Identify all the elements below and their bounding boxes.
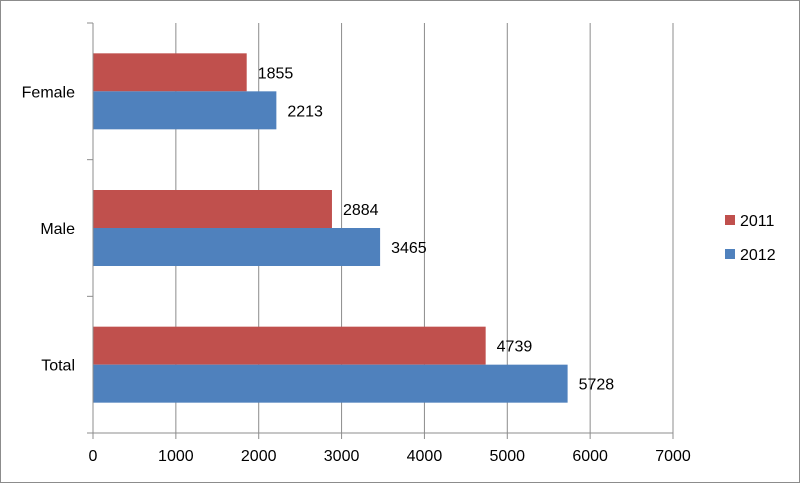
category-label-total: Total (41, 358, 75, 375)
x-tick-label-1000: 1000 (158, 448, 194, 465)
legend-swatch-2012 (725, 249, 735, 259)
category-label-male: Male (40, 221, 75, 238)
legend: 2011 2012 (725, 213, 776, 264)
data-label-female-2012: 2213 (287, 103, 323, 120)
axes (87, 22, 674, 439)
data-label-male-2012: 3465 (391, 240, 427, 257)
x-tick-label-0: 0 (89, 448, 98, 465)
x-tick-label-7000: 7000 (655, 448, 691, 465)
x-tick-label-6000: 6000 (572, 448, 608, 465)
bar-total-2012 (93, 364, 568, 403)
bar-male-2011 (93, 190, 332, 228)
bar-female-2012 (93, 91, 277, 130)
legend-label-2011: 2011 (740, 213, 775, 230)
x-tick-label-2000: 2000 (241, 448, 277, 465)
x-tick-label-4000: 4000 (407, 448, 443, 465)
legend-swatch-2011 (725, 215, 735, 225)
data-label-female-2011: 1855 (258, 65, 294, 82)
legend-label-2012: 2012 (740, 247, 776, 264)
data-label-total-2011: 4739 (497, 339, 533, 356)
data-label-total-2012: 5728 (579, 377, 615, 394)
category-label-female: Female (22, 84, 75, 101)
x-tick-label-3000: 3000 (324, 448, 360, 465)
bar-female-2011 (93, 53, 247, 92)
bar-male-2012 (93, 228, 381, 266)
labels: 1855 2213 Female 2884 3465 Male 4739 5728 Total 0… (22, 65, 691, 465)
x-tick-label-5000: 5000 (489, 448, 525, 465)
bar-total-2011 (93, 326, 486, 365)
bars (93, 53, 568, 403)
data-label-male-2011: 2884 (343, 202, 379, 219)
